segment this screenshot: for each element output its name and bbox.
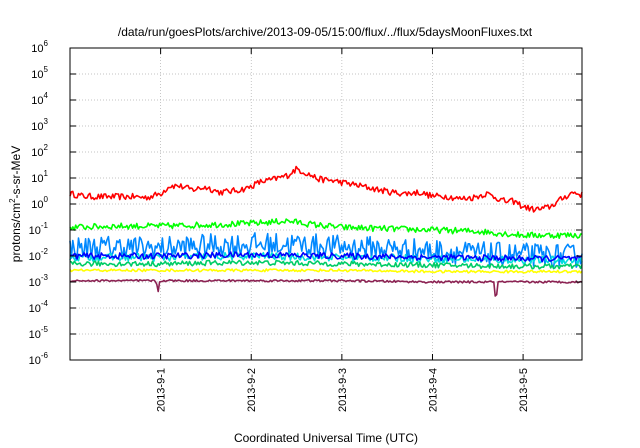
y-tick-label: 103 [31,117,48,133]
y-tick-label: 10-4 [29,299,49,315]
series-line [69,218,583,239]
series-line [69,165,583,213]
y-tick-label: 102 [31,143,48,159]
x-tick-label: 2013-9-4 [427,368,439,412]
series-line [69,232,583,268]
x-tick-label: 2013-9-1 [156,368,168,412]
x-tick-label: 2013-9-3 [337,368,349,412]
y-tick-label: 105 [31,65,48,81]
y-tick-label: 100 [31,195,48,211]
y-tick-label: 10-3 [29,273,49,289]
y-tick-label: 101 [31,169,48,185]
y-tick-label: 10-2 [29,247,49,263]
series-line [69,251,583,263]
y-axis-label: protons/cm2-s-sr-MeV [8,146,23,262]
y-axis-label-prefix: protons/cm [9,203,23,262]
y-tick-label: 10-5 [29,325,49,341]
series-line [69,259,583,270]
y-tick-label: 104 [31,91,48,107]
y-tick-label: 10-6 [29,351,49,367]
y-axis-label-sup: 2 [8,198,17,203]
x-tick-label: 2013-9-2 [246,368,258,412]
y-axis-label-suffix: -s-sr-MeV [9,146,23,199]
grid [70,48,582,360]
chart-title: /data/run/goesPlots/archive/2013-09-05/1… [118,25,533,39]
series-line [69,278,583,297]
x-tick-group: 2013-9-1 2013-9-2 2013-9-3 2013-9-4 2013-9-5 [156,48,530,412]
y-tick-label: 106 [31,39,48,55]
x-tick-label: 2013-9-5 [518,368,530,412]
x-axis-label: Coordinated Universal Time (UTC) [234,431,418,445]
series-group [69,165,583,297]
y-tick-label: 10-1 [29,221,49,237]
series-line [69,268,583,274]
y-tick-group: 10-6 10-5 10-4 10-3 10-2 10-1 100 101 102 103 104 1… [29,39,582,367]
